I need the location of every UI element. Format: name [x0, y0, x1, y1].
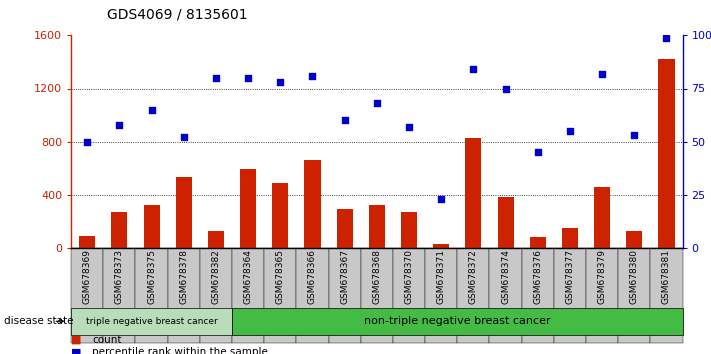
Point	[306, 73, 318, 79]
Bar	[136, 248, 168, 343]
Bar	[71, 248, 103, 343]
Point	[597, 71, 608, 76]
Text: count: count	[92, 335, 122, 345]
Text: ■: ■	[71, 347, 82, 354]
Bar	[618, 248, 651, 343]
Bar	[522, 248, 554, 343]
Point	[403, 124, 415, 130]
Point	[82, 139, 93, 144]
Bar	[626, 230, 642, 248]
Bar	[208, 230, 224, 248]
Bar	[168, 248, 200, 343]
Bar	[304, 160, 321, 248]
Text: GDS4069 / 8135601: GDS4069 / 8135601	[107, 7, 247, 21]
Text: triple negative breast cancer: triple negative breast cancer	[86, 317, 218, 326]
Bar	[489, 248, 522, 343]
Point	[242, 75, 254, 81]
Point	[178, 135, 189, 140]
Bar	[401, 212, 417, 248]
Bar	[336, 209, 353, 248]
Text: non-triple negative breast cancer: non-triple negative breast cancer	[364, 316, 550, 326]
Bar	[103, 248, 136, 343]
Bar	[79, 236, 95, 248]
Point	[339, 118, 351, 123]
Bar	[360, 248, 393, 343]
Point	[371, 101, 383, 106]
Bar	[240, 170, 256, 248]
Bar	[594, 187, 610, 248]
Point	[468, 67, 479, 72]
Point	[500, 86, 511, 91]
Point	[114, 122, 125, 127]
Bar	[200, 248, 232, 343]
Bar	[554, 248, 586, 343]
Bar	[586, 248, 618, 343]
Bar	[530, 237, 546, 248]
Bar	[232, 248, 264, 343]
Text: disease state: disease state	[4, 316, 73, 326]
Bar	[264, 248, 296, 343]
Point	[629, 132, 640, 138]
Bar	[562, 228, 578, 248]
Bar	[457, 248, 489, 343]
Point	[565, 128, 576, 134]
Point	[210, 75, 222, 81]
Text: percentile rank within the sample: percentile rank within the sample	[92, 347, 268, 354]
Point	[274, 79, 286, 85]
Bar	[425, 248, 457, 343]
Bar	[328, 248, 360, 343]
Bar	[433, 244, 449, 248]
Bar	[144, 205, 159, 248]
Bar	[498, 198, 513, 248]
Point	[146, 107, 157, 113]
Bar	[658, 59, 675, 248]
Bar	[112, 212, 127, 248]
Bar	[393, 248, 425, 343]
Point	[661, 35, 672, 40]
Bar	[369, 205, 385, 248]
Bar	[465, 138, 481, 248]
Point	[532, 149, 543, 155]
Point	[436, 196, 447, 202]
Text: ■: ■	[71, 335, 82, 345]
Bar	[296, 248, 328, 343]
Bar	[651, 248, 683, 343]
Bar	[272, 183, 289, 248]
Bar	[176, 177, 192, 248]
